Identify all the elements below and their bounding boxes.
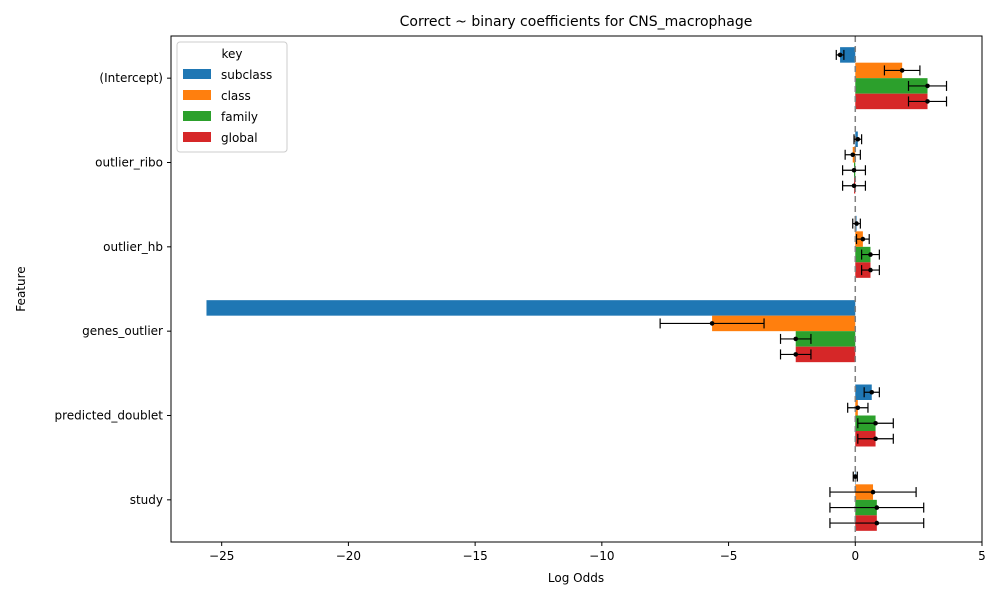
- legend: key subclass class family global: [176, 41, 288, 153]
- legend-swatch: [183, 111, 211, 121]
- y-axis: (Intercept) outlier_ribo outlier_hb genes_o…: [54, 71, 171, 507]
- y-tick-label: predicted_doublet: [54, 409, 163, 423]
- y-tick-label: study: [130, 493, 163, 507]
- point-estimate: [854, 221, 859, 226]
- y-tick-label: outlier_hb: [103, 240, 163, 254]
- x-axis-label: Log Odds: [548, 571, 604, 585]
- y-tick-label: (Intercept): [99, 71, 163, 85]
- y-tick-label: outlier_ribo: [95, 156, 163, 170]
- x-tick-label: −5: [720, 549, 738, 563]
- bar: [855, 93, 928, 110]
- point-estimate: [899, 68, 905, 73]
- bar: [855, 62, 903, 79]
- x-tick-label: 5: [978, 549, 986, 563]
- chart-title: Correct ~ binary coefficients for CNS_ma…: [400, 14, 753, 30]
- legend-swatch: [183, 132, 211, 142]
- legend-entry: family: [221, 110, 258, 124]
- point-estimate: [874, 505, 880, 510]
- point-estimate: [925, 99, 930, 104]
- plot-frame: [170, 35, 983, 543]
- plot-area: [206, 36, 948, 542]
- x-tick-label: −25: [209, 549, 234, 563]
- point-estimate: [873, 420, 878, 426]
- point-estimate: [855, 405, 861, 411]
- legend-entry: global: [221, 131, 258, 145]
- point-estimate: [868, 252, 873, 257]
- x-tick-label: 0: [851, 549, 859, 563]
- bar: [855, 384, 872, 400]
- point-estimate: [925, 83, 930, 89]
- point-estimate: [874, 520, 880, 526]
- point-estimate: [860, 236, 866, 242]
- bar: [206, 300, 856, 316]
- y-tick-label: genes_outlier: [82, 324, 163, 338]
- bar: [712, 315, 856, 332]
- point-estimate: [868, 267, 873, 273]
- legend-entry: class: [221, 89, 251, 103]
- legend-swatch: [183, 90, 211, 100]
- x-tick-label: −20: [336, 549, 361, 563]
- point-estimate: [851, 183, 857, 189]
- point-estimate: [855, 136, 861, 142]
- y-axis-label: Feature: [14, 266, 28, 311]
- point-estimate: [850, 152, 856, 158]
- legend-title: key: [221, 47, 242, 61]
- point-estimate: [709, 321, 715, 326]
- point-estimate: [851, 167, 857, 173]
- point-estimate: [870, 489, 876, 495]
- legend-entry: subclass: [221, 68, 272, 82]
- x-axis: −25 −20 −15 −10 −5 0 5: [209, 542, 986, 563]
- point-estimate: [869, 389, 875, 395]
- point-estimate: [852, 474, 858, 479]
- bar: [855, 78, 928, 94]
- legend-swatch: [183, 69, 211, 79]
- x-tick-label: −10: [589, 549, 614, 563]
- point-estimate: [873, 436, 878, 442]
- point-estimate: [793, 352, 799, 357]
- x-tick-label: −15: [462, 549, 487, 563]
- point-estimate: [837, 52, 843, 58]
- point-estimate: [793, 336, 799, 342]
